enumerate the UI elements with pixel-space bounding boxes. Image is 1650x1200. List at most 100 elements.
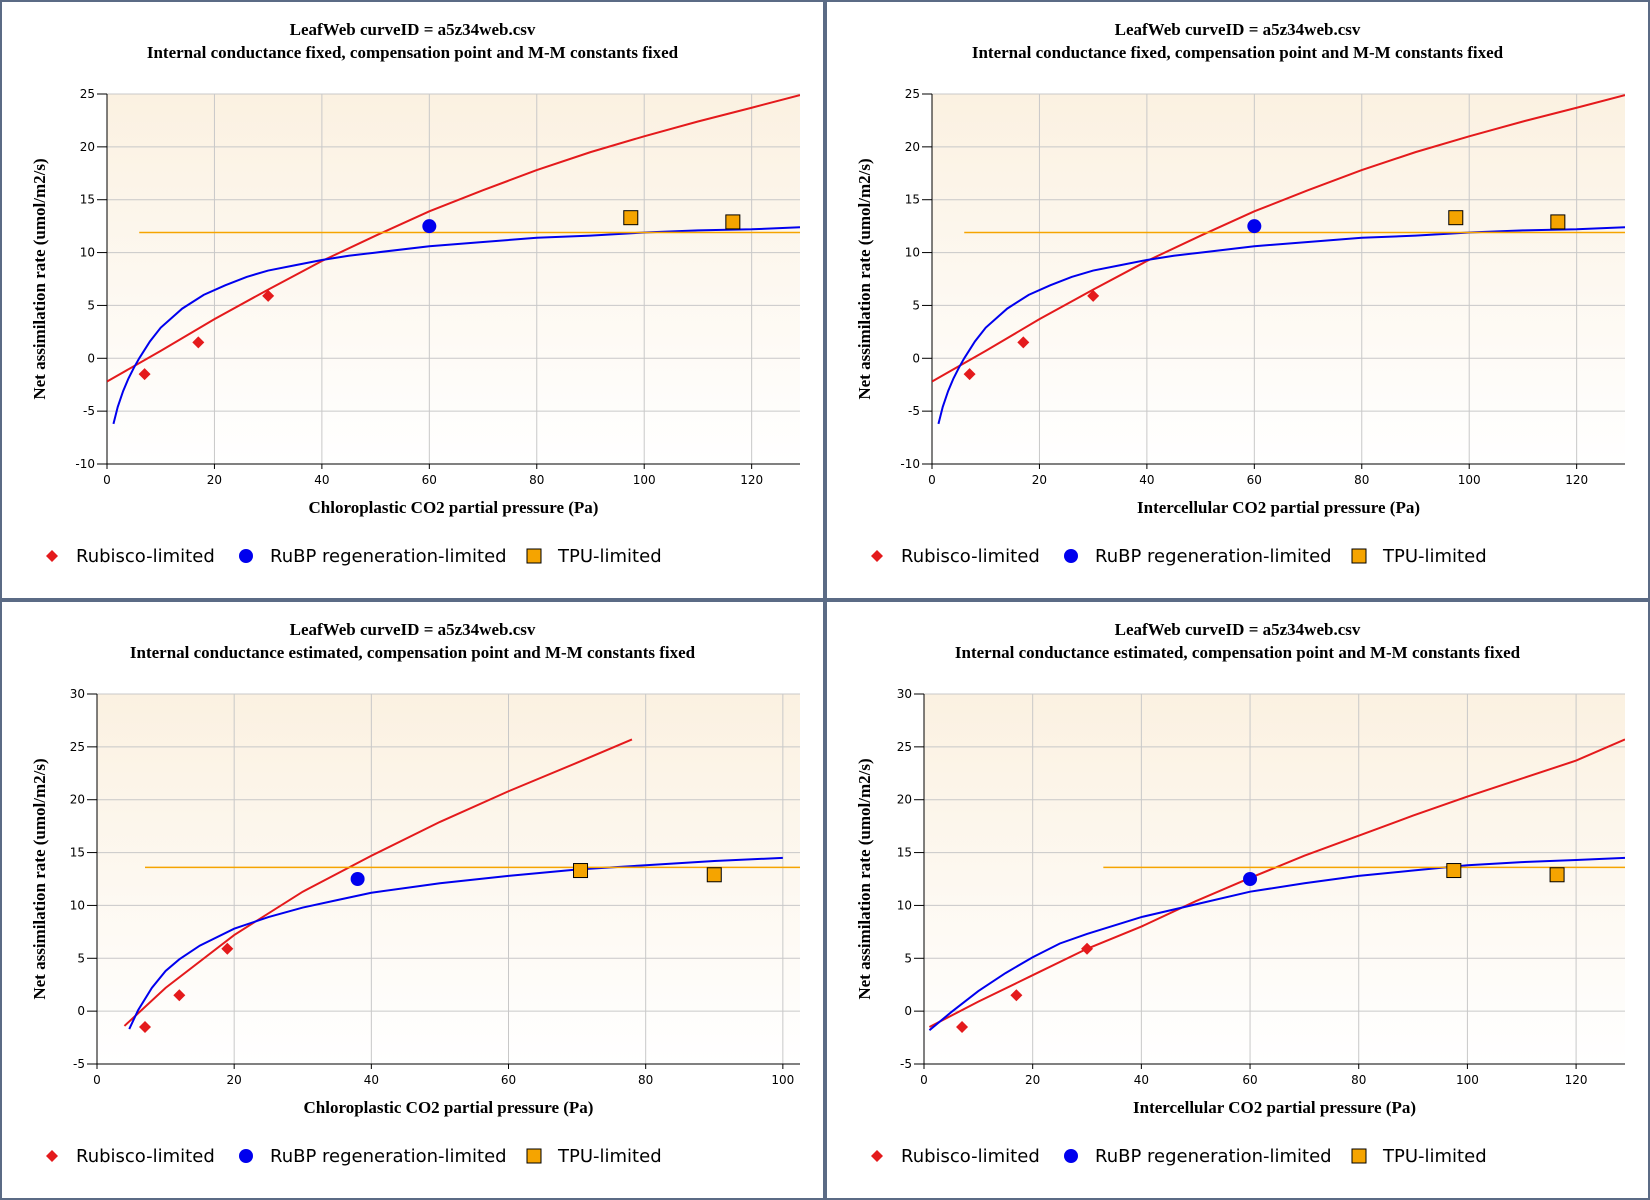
x-axis-label: Intercellular CO2 partial pressure (Pa) [1133, 1098, 1416, 1117]
y-tick-label: 20 [897, 793, 912, 807]
legend-label: TPU-limited [557, 1146, 662, 1167]
x-tick-label: 60 [1247, 473, 1262, 487]
y-tick-label: 10 [70, 898, 85, 912]
tpu-point [1549, 867, 1565, 883]
tpu-point [1448, 210, 1464, 226]
chart-panel-top-right: LeafWeb curveID = a5z34web.csv Internal c… [825, 0, 1650, 600]
legend-marker-rubp [239, 1149, 253, 1163]
tpu-point [1446, 863, 1462, 879]
y-tick-label: 30 [70, 687, 85, 701]
legend-label: Rubisco-limited [901, 546, 1040, 567]
y-axis-label: Net assimilation rate (umol/m2/s) [30, 158, 49, 399]
rubisco-point [173, 989, 186, 1002]
legend-label: RuBP regeneration-limited [1095, 546, 1332, 567]
rubisco-point [1087, 289, 1100, 302]
legend-marker-rubp [1064, 549, 1078, 563]
y-tick-label: 25 [905, 87, 920, 101]
y-tick-label: 0 [904, 1004, 912, 1018]
x-tick-label: 20 [227, 1073, 242, 1087]
legend-marker-rubisco [871, 1150, 883, 1162]
rubisco-point [1010, 989, 1023, 1002]
x-tick-label: 80 [638, 1073, 653, 1087]
x-tick-label: 20 [207, 473, 222, 487]
legend-label: RuBP regeneration-limited [270, 1146, 507, 1167]
gridlines [932, 93, 1625, 464]
legend-label: Rubisco-limited [901, 1146, 1040, 1167]
x-tick-label: 0 [103, 473, 111, 487]
x-tick-label: 80 [1354, 473, 1369, 487]
y-axis-label: Net assimilation rate (umol/m2/s) [855, 758, 874, 999]
legend-label: Rubisco-limited [76, 1146, 215, 1167]
chart-panel-bottom-right: LeafWeb curveID = a5z34web.csv Internal c… [825, 600, 1650, 1200]
y-tick-label: -5 [908, 404, 920, 418]
x-tick-label: 60 [422, 473, 437, 487]
rubp-line [937, 226, 1625, 425]
legend-marker-rubp [1064, 1149, 1078, 1163]
legend-label: TPU-limited [557, 546, 662, 567]
chart-subtitle: Internal conductance estimated, compensa… [955, 643, 1521, 662]
legend-marker-tpu [1351, 1148, 1367, 1164]
chart-svg: LeafWeb curveID = a5z34web.csv Internal c… [855, 620, 1625, 1167]
legend-marker-rubp [239, 549, 253, 563]
legend-marker-tpu [526, 1148, 542, 1164]
x-axis-label: Intercellular CO2 partial pressure (Pa) [1137, 498, 1420, 517]
rubp-point [422, 219, 437, 234]
series-group [107, 94, 800, 425]
y-tick-label: 10 [897, 898, 912, 912]
legend-label: RuBP regeneration-limited [1095, 1146, 1332, 1167]
y-tick-label: 25 [80, 87, 95, 101]
y-tick-label: 5 [87, 298, 95, 312]
legend-marker-tpu [1351, 548, 1367, 564]
chart-panel-top-left: LeafWeb curveID = a5z34web.csv Internal c… [0, 0, 825, 600]
y-tick-label: 15 [70, 846, 85, 860]
rubisco-point [963, 368, 976, 381]
legend-label: TPU-limited [1382, 1146, 1487, 1167]
rubisco-point [192, 336, 205, 349]
x-tick-label: 120 [1565, 1073, 1588, 1087]
chart-subtitle: Internal conductance fixed, compensation… [147, 43, 679, 62]
rubisco-point [138, 368, 151, 381]
y-tick-label: 5 [904, 951, 912, 965]
chart-title: LeafWeb curveID = a5z34web.csv [1115, 620, 1361, 639]
x-tick-label: 20 [1032, 473, 1047, 487]
x-axis-label: Chloroplastic CO2 partial pressure (Pa) [309, 498, 599, 517]
rubp-point [1247, 219, 1262, 234]
x-tick-label: 60 [501, 1073, 516, 1087]
y-tick-label: 0 [87, 351, 95, 365]
rubp-point [1243, 872, 1258, 886]
rubisco-point [262, 289, 275, 302]
plot-area [924, 694, 1625, 1064]
y-tick-label: 20 [905, 140, 920, 154]
y-tick-label: 10 [80, 246, 95, 260]
x-axis-label: Chloroplastic CO2 partial pressure (Pa) [304, 1098, 594, 1117]
x-tick-label: 100 [1458, 473, 1481, 487]
y-tick-label: 20 [70, 793, 85, 807]
x-tick-label: 100 [771, 1073, 794, 1087]
chart-subtitle: Internal conductance fixed, compensation… [972, 43, 1504, 62]
x-tick-label: 40 [364, 1073, 379, 1087]
x-tick-label: 80 [1351, 1073, 1366, 1087]
series-group [928, 738, 1625, 1031]
gridlines [97, 693, 800, 1064]
x-tick-label: 60 [1242, 1073, 1257, 1087]
rubisco-point [956, 1021, 969, 1033]
y-tick-label: -5 [83, 404, 95, 418]
legend: Rubisco-limited RuBP regeneration-limited… [871, 1146, 1487, 1167]
y-tick-label: 15 [897, 846, 912, 860]
x-tick-label: 40 [314, 473, 329, 487]
chart-panel-bottom-left: LeafWeb curveID = a5z34web.csv Internal c… [0, 600, 825, 1200]
y-tick-label: 10 [905, 246, 920, 260]
plot-area [107, 94, 800, 464]
y-tick-label: -5 [900, 1057, 912, 1071]
chart-svg: LeafWeb curveID = a5z34web.csv Internal c… [855, 20, 1625, 567]
gridlines [107, 93, 800, 464]
y-tick-label: 5 [77, 951, 85, 965]
y-tick-label: 25 [70, 740, 85, 754]
x-tick-label: 40 [1139, 473, 1154, 487]
tpu-point [573, 863, 589, 879]
y-tick-label: 25 [897, 740, 912, 754]
gridlines [924, 693, 1625, 1064]
tpu-point [1550, 214, 1566, 230]
rubisco-line [932, 94, 1625, 383]
